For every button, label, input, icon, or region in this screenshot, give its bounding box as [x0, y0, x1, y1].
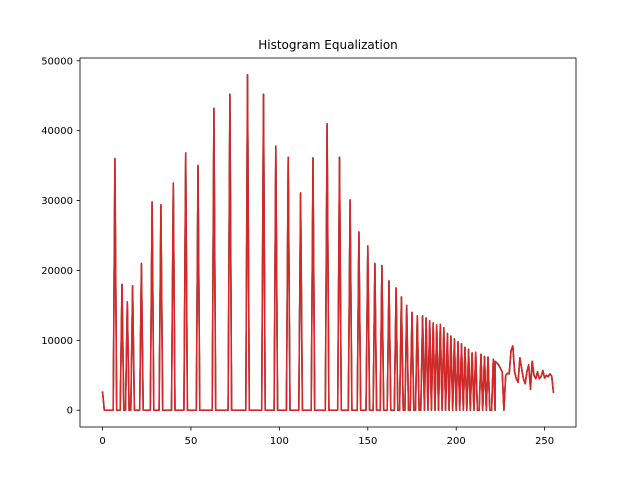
- y-tick-label: 0: [67, 406, 73, 417]
- series-layer: [101, 74, 555, 411]
- chart-title: Histogram Equalization: [258, 38, 398, 52]
- x-tick-label: 200: [447, 436, 466, 447]
- x-tick-label: 50: [185, 436, 198, 447]
- y-tick-label: 40000: [41, 126, 73, 137]
- y-tick-label: 20000: [41, 266, 73, 277]
- y-tick-label: 10000: [41, 336, 73, 347]
- x-tick-label: 150: [358, 436, 377, 447]
- x-tick-label: 250: [535, 436, 554, 447]
- axes-layer: 0 50 100 150 200 250 0 10000 20000 30000 40000 5000…: [41, 56, 577, 447]
- x-tick-label: 0: [99, 436, 105, 447]
- x-tick-label: 100: [270, 436, 289, 447]
- plot-frame: [79, 57, 577, 428]
- histogram-line: [101, 74, 555, 411]
- y-tick-label: 30000: [41, 196, 73, 207]
- y-tick-label: 50000: [41, 56, 73, 67]
